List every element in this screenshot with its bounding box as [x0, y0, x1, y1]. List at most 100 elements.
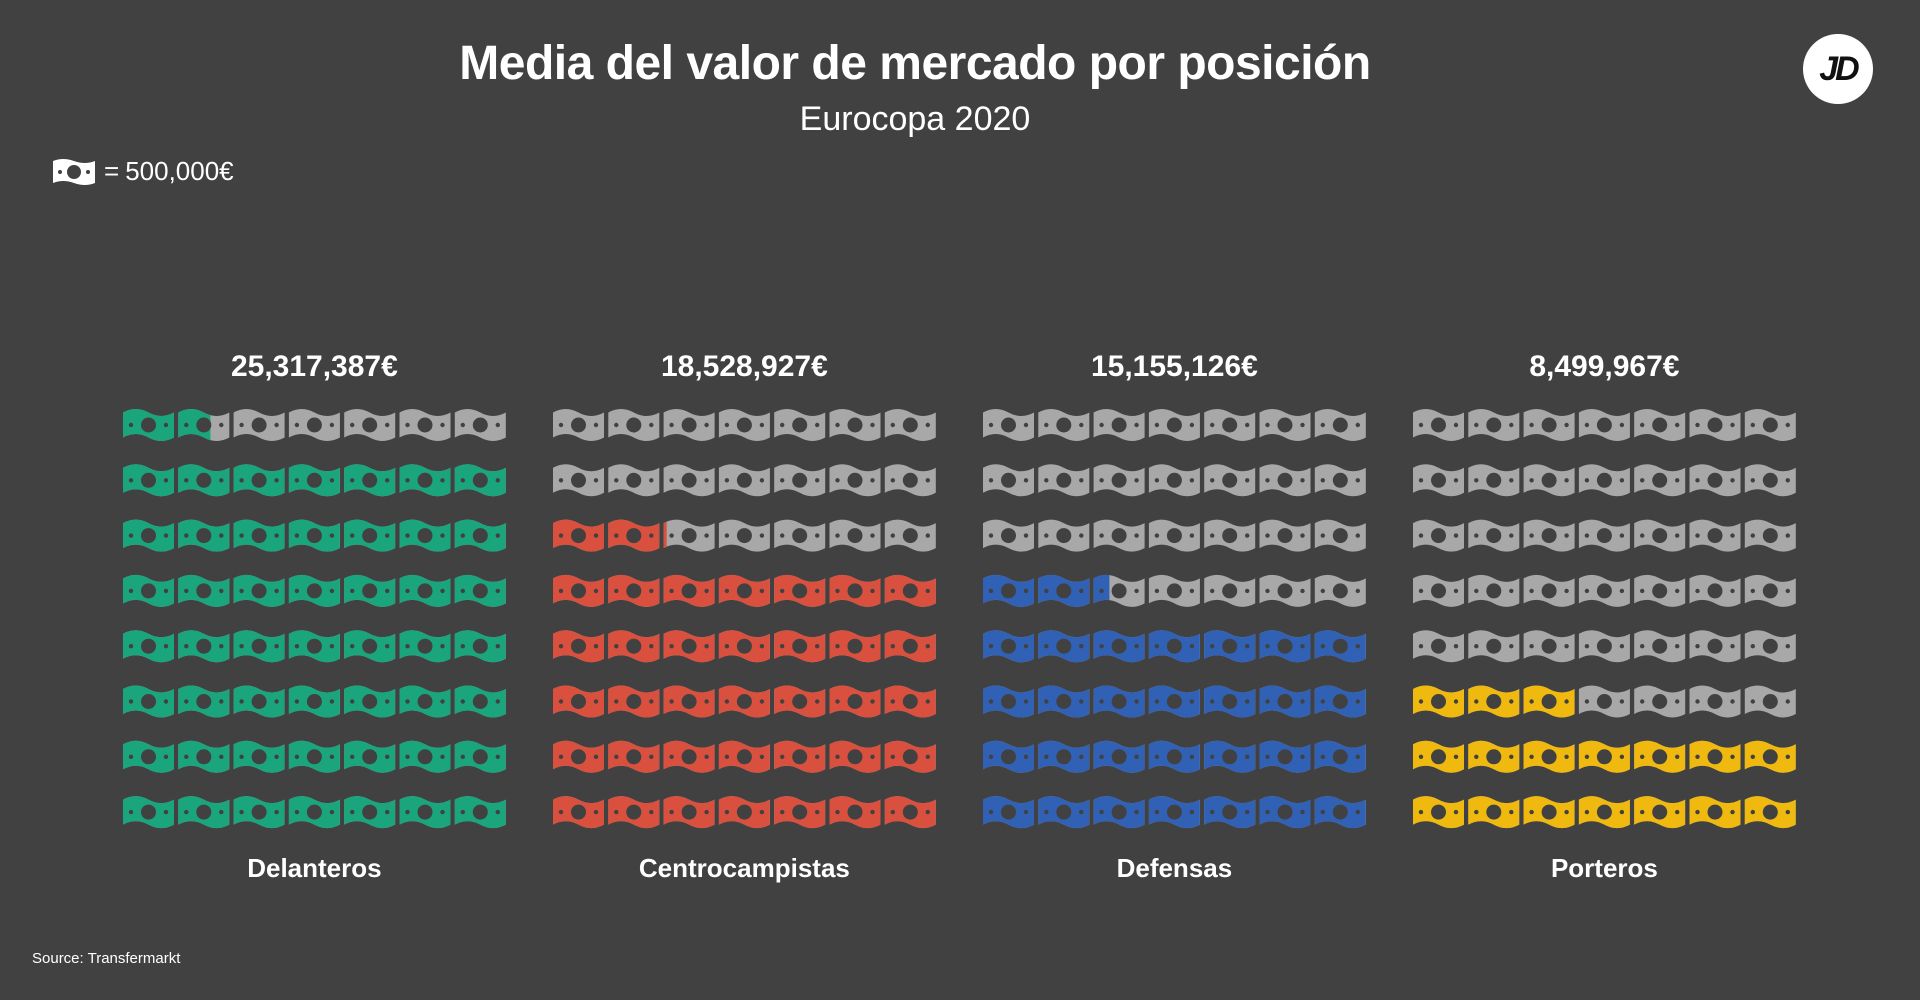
banknote-icon — [1093, 464, 1145, 497]
banknote-icon — [178, 464, 230, 497]
banknote-icon — [454, 685, 506, 718]
banknote-icon — [399, 519, 451, 552]
banknote-icon — [884, 574, 936, 607]
banknote-icon — [1634, 796, 1686, 829]
banknote-icon — [1523, 630, 1575, 663]
banknote-icon — [1578, 796, 1630, 829]
banknote-icon — [718, 740, 770, 773]
banknote-icon — [1038, 740, 1090, 773]
banknote-icon — [1259, 685, 1311, 718]
banknote-icon — [399, 740, 451, 773]
banknote-icon — [1744, 740, 1796, 773]
banknote-icon — [1468, 630, 1520, 663]
banknote-icon — [1148, 409, 1200, 441]
banknote-icon — [1634, 464, 1686, 497]
jd-logo: JD — [1803, 34, 1873, 104]
banknote-icon — [884, 740, 936, 773]
banknote-icon — [123, 574, 174, 607]
banknote-icon — [344, 519, 396, 552]
banknote-icon — [1634, 519, 1686, 552]
banknote-icon — [1578, 464, 1630, 497]
banknote-icon — [1413, 464, 1464, 497]
banknote-icon — [774, 574, 826, 607]
banknote-icon — [1578, 630, 1630, 663]
banknote-icon — [663, 796, 715, 829]
banknote-icon — [1259, 796, 1311, 829]
banknote-icon — [1523, 409, 1575, 441]
chart-subtitle: Eurocopa 2020 — [799, 100, 1031, 138]
banknote-icon — [983, 464, 1034, 497]
banknote-icon — [608, 796, 660, 829]
banknote-icon — [1038, 630, 1090, 663]
banknote-icon — [1093, 574, 1145, 607]
banknote-icon — [1468, 409, 1520, 441]
banknote-icon — [1468, 519, 1520, 552]
value-label: 8,499,967€ — [1529, 350, 1679, 383]
banknote-icon — [1744, 464, 1796, 497]
banknote-icon — [123, 740, 174, 773]
banknote-icon — [1468, 464, 1520, 497]
banknote-icon — [1204, 464, 1256, 497]
banknote-icon — [1038, 685, 1090, 718]
banknote-icon — [1093, 409, 1145, 441]
banknote-icon — [1259, 464, 1311, 497]
banknote-icon — [774, 464, 826, 497]
banknote-icon — [1634, 740, 1686, 773]
banknote-icon — [344, 630, 396, 663]
banknote-icon — [718, 796, 770, 829]
banknote-icon — [233, 740, 285, 773]
banknote-icon — [1689, 685, 1741, 718]
banknote-icon — [1093, 740, 1145, 773]
banknote-icon — [884, 630, 936, 663]
banknote-icon — [608, 740, 660, 773]
banknote-icon — [608, 519, 660, 552]
banknote-icon — [344, 574, 396, 607]
banknote-icon — [608, 574, 660, 607]
banknote-icon — [1634, 685, 1686, 718]
banknote-icon — [774, 796, 826, 829]
banknote-icon — [553, 464, 604, 497]
banknote-icon — [1314, 519, 1366, 552]
banknote-icon — [1314, 796, 1366, 829]
banknote-icon — [1204, 685, 1256, 718]
banknote-icon — [178, 574, 230, 607]
legend-unit-value: 500,000€ — [125, 156, 234, 186]
banknote-icon — [774, 630, 826, 663]
chart-title: Media del valor de mercado por posición — [459, 37, 1371, 90]
banknote-icon — [1204, 630, 1256, 663]
banknote-icon — [608, 409, 660, 441]
banknote-icon — [718, 519, 770, 552]
banknote-icon — [1413, 740, 1464, 773]
banknote-icon — [829, 630, 881, 663]
banknote-icon — [663, 630, 715, 663]
banknote-icon — [983, 574, 1034, 607]
banknote-icon — [1148, 740, 1200, 773]
banknote-icon — [178, 685, 230, 718]
banknote-icon — [1038, 464, 1090, 497]
banknote-icon — [1314, 740, 1366, 773]
banknote-icon — [178, 796, 230, 829]
banknote-icon — [829, 740, 881, 773]
banknote-icon — [774, 685, 826, 718]
banknote-icon — [454, 409, 506, 441]
banknote-icon — [663, 519, 715, 552]
banknote-icon — [718, 574, 770, 607]
banknote-icon — [553, 796, 604, 829]
banknote-icon — [1204, 740, 1256, 773]
banknote-icon — [884, 519, 936, 552]
banknote-icon — [1148, 685, 1200, 718]
banknote-icon — [1093, 519, 1145, 552]
banknote-icon — [983, 519, 1034, 552]
banknote-icon — [1578, 685, 1630, 718]
banknote-icon — [884, 464, 936, 497]
banknote-icon — [1689, 464, 1741, 497]
banknote-icon — [663, 464, 715, 497]
banknote-icon — [288, 409, 340, 441]
banknote-icon — [454, 464, 506, 497]
legend-equals: = — [104, 156, 120, 186]
banknote-icon — [718, 630, 770, 663]
banknote-icon — [1204, 519, 1256, 552]
banknote-icon — [1413, 630, 1464, 663]
banknote-icon — [663, 740, 715, 773]
